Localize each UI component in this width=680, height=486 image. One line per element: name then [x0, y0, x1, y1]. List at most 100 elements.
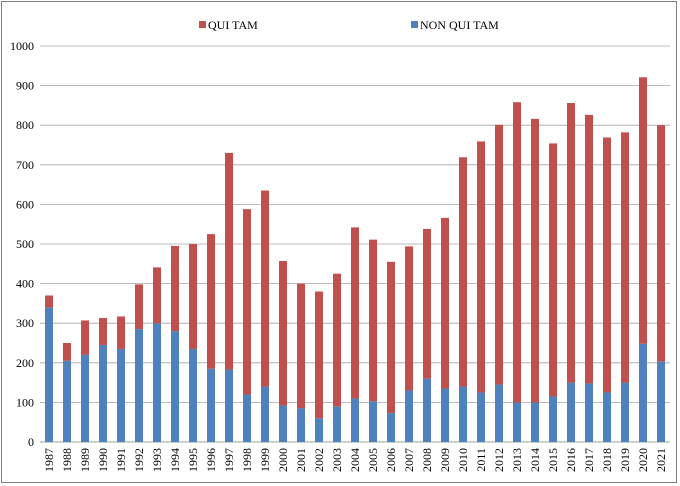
x-tick-label: 2004: [348, 448, 362, 472]
bar-segment-qui-tam: [639, 77, 647, 344]
x-tick-label: 2002: [312, 448, 326, 472]
y-tick-label: 0: [28, 435, 34, 449]
x-tick-label: 2007: [402, 448, 416, 472]
bar-segment-qui-tam: [513, 102, 521, 403]
bar-segment-non-qui-tam: [441, 388, 449, 442]
x-tick-label: 1995: [186, 448, 200, 472]
x-tick-label: 1993: [150, 448, 164, 472]
bar-segment-non-qui-tam: [531, 402, 539, 442]
x-tick-label: 1990: [96, 448, 110, 472]
bar-segment-qui-tam: [63, 343, 71, 361]
bar-segment-non-qui-tam: [153, 323, 161, 442]
bar-segment-qui-tam: [657, 125, 665, 362]
y-tick-label: 100: [16, 395, 34, 409]
bar-segment-non-qui-tam: [279, 405, 287, 442]
x-tick-label: 2006: [384, 448, 398, 472]
bar-segment-non-qui-tam: [639, 343, 647, 442]
bar-segment-qui-tam: [297, 283, 305, 409]
x-tick-label: 2019: [618, 448, 632, 472]
bar-segment-non-qui-tam: [315, 418, 323, 442]
bar-segment-qui-tam: [45, 295, 53, 308]
x-tick-label: 1991: [114, 448, 128, 472]
bar-segment-non-qui-tam: [297, 408, 305, 442]
x-axis-ticks: 1987 1988 1989 1990 1991 1992 1993 1994 1995 1996…: [42, 448, 668, 472]
bar-segment-qui-tam: [387, 261, 395, 414]
bar-segment-qui-tam: [369, 239, 377, 402]
bar-segment-non-qui-tam: [549, 396, 557, 442]
y-tick-label: 300: [16, 316, 34, 330]
bar-segment-non-qui-tam: [351, 398, 359, 442]
bar-segment-qui-tam: [81, 320, 89, 355]
bars: [45, 77, 665, 442]
x-tick-label: 2008: [420, 448, 434, 472]
x-tick-label: 2009: [438, 448, 452, 472]
bar-segment-non-qui-tam: [513, 402, 521, 442]
x-tick-label: 2017: [582, 448, 596, 472]
bar-segment-non-qui-tam: [657, 361, 665, 442]
bar-segment-non-qui-tam: [603, 392, 611, 442]
bar-segment-non-qui-tam: [225, 369, 233, 442]
bar-segment-qui-tam: [495, 124, 503, 385]
y-tick-label: 500: [16, 237, 34, 251]
x-tick-label: 2003: [330, 448, 344, 472]
bar-segment-qui-tam: [459, 157, 467, 387]
x-tick-label: 2005: [366, 448, 380, 472]
bar-segment-qui-tam: [207, 234, 215, 369]
y-tick-label: 1000: [10, 39, 34, 53]
y-axis-ticks: 0 100 200 300 400 500 600 700 800 900 1000: [10, 39, 34, 449]
bar-segment-non-qui-tam: [63, 360, 71, 442]
x-tick-label: 2010: [456, 448, 470, 472]
bar-segment-non-qui-tam: [459, 386, 467, 442]
bar-segment-qui-tam: [117, 316, 125, 349]
bar-segment-non-qui-tam: [405, 390, 413, 442]
bar-segment-non-qui-tam: [477, 392, 485, 442]
bar-segment-non-qui-tam: [423, 378, 431, 442]
bar-segment-qui-tam: [243, 209, 251, 395]
legend-swatch-qui-tam: [199, 21, 206, 28]
bar-segment-non-qui-tam: [369, 401, 377, 442]
x-tick-label: 1996: [204, 448, 218, 472]
bar-segment-qui-tam: [171, 245, 179, 332]
bar-segment-qui-tam: [405, 246, 413, 391]
bar-segment-non-qui-tam: [567, 382, 575, 442]
bar-segment-non-qui-tam: [243, 394, 251, 442]
bar-segment-non-qui-tam: [333, 406, 341, 442]
bar-segment-qui-tam: [621, 132, 629, 383]
bar-segment-qui-tam: [477, 141, 485, 393]
x-tick-label: 2020: [636, 448, 650, 472]
bar-segment-qui-tam: [531, 118, 539, 403]
legend-label-qui-tam: QUI TAM: [208, 18, 258, 32]
legend-swatch-non-qui-tam: [411, 21, 418, 28]
bar-segment-qui-tam: [189, 244, 197, 349]
x-tick-label: 2014: [528, 448, 542, 472]
bar-segment-non-qui-tam: [117, 348, 125, 442]
x-tick-label: 2011: [474, 448, 488, 472]
bar-segment-qui-tam: [153, 267, 161, 324]
y-tick-label: 200: [16, 356, 34, 370]
bar-segment-non-qui-tam: [99, 344, 107, 442]
bar-segment-non-qui-tam: [135, 329, 143, 442]
x-tick-label: 2000: [276, 448, 290, 472]
bar-segment-qui-tam: [315, 291, 323, 419]
bar-segment-non-qui-tam: [81, 354, 89, 442]
bar-segment-qui-tam: [333, 273, 341, 407]
x-tick-label: 2001: [294, 448, 308, 472]
x-tick-label: 2012: [492, 448, 506, 472]
bar-segment-qui-tam: [135, 284, 143, 330]
bar-segment-non-qui-tam: [621, 382, 629, 442]
bar-segment-qui-tam: [99, 318, 107, 345]
x-tick-label: 2016: [564, 448, 578, 472]
x-tick-label: 1994: [168, 448, 182, 472]
bar-segment-non-qui-tam: [45, 307, 53, 442]
bar-segment-non-qui-tam: [387, 413, 395, 442]
bar-segment-qui-tam: [549, 143, 557, 397]
legend-label-non-qui-tam: NON QUI TAM: [420, 18, 499, 32]
x-tick-label: 1988: [60, 448, 74, 472]
legend: QUI TAM NON QUI TAM: [199, 18, 499, 32]
y-tick-label: 400: [16, 277, 34, 291]
x-tick-label: 1987: [42, 448, 56, 472]
x-tick-label: 2021: [654, 448, 668, 472]
bar-segment-qui-tam: [225, 152, 233, 370]
y-tick-label: 600: [16, 197, 34, 211]
